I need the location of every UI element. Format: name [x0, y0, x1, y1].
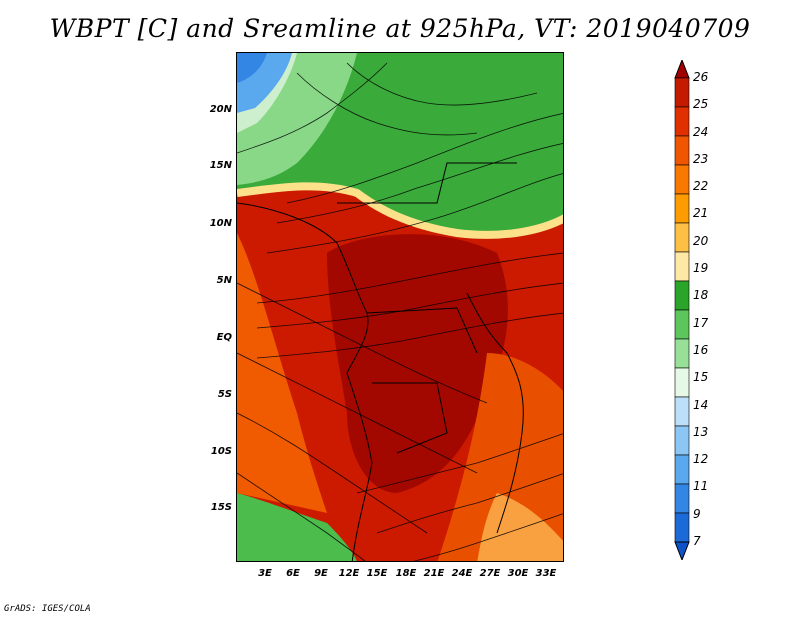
colorbar-label: 21	[693, 206, 709, 221]
colorbar-segment	[674, 367, 690, 398]
colorbar-segment	[674, 251, 690, 282]
colorbar-label: 22	[693, 179, 709, 194]
wbpt-blue-dark-region	[237, 53, 267, 83]
chart-title: WBPT [C] and Sreamline at 925hPa, VT: 20…	[49, 14, 751, 43]
x-tick-24e: 24E	[451, 568, 473, 579]
colorbar	[674, 60, 690, 560]
colorbar-label: 7	[693, 534, 701, 548]
y-tick-eq: EQ	[216, 332, 232, 343]
map-field	[237, 53, 563, 561]
x-tick-3e: 3E	[258, 568, 272, 579]
boundaries	[237, 162, 524, 561]
colorbar-label: 17	[693, 315, 709, 330]
x-tick-15e: 15E	[366, 568, 388, 579]
x-tick-6e: 6E	[286, 568, 300, 579]
colorbar-segment	[674, 512, 690, 543]
colorbar-label: 20	[693, 233, 709, 248]
colorbar-segment	[674, 309, 690, 340]
y-tick-10s: 10S	[210, 446, 232, 457]
colorbar-label: 11	[693, 479, 709, 494]
x-tick-27e: 27E	[479, 568, 501, 579]
colorbar-label: 12	[693, 452, 709, 467]
x-tick-9e: 9E	[314, 568, 328, 579]
colorbar-bottom-arrow	[674, 541, 690, 560]
colorbar-label: 25	[693, 97, 709, 112]
colorbar-segment	[674, 77, 690, 108]
x-tick-33e: 33E	[535, 568, 557, 579]
wbpt-se-orange-region	[437, 353, 563, 561]
wbpt-boundary-band	[237, 182, 563, 239]
y-tick-10n: 10N	[209, 218, 232, 229]
colorbar-label: 16	[693, 342, 709, 357]
colorbar-segment	[674, 164, 690, 195]
colorbar-segment	[674, 193, 690, 224]
x-tick-30e: 30E	[507, 568, 529, 579]
wbpt-sw-orange-region	[237, 233, 327, 513]
colorbar-segment	[674, 483, 690, 514]
colorbar-segment	[674, 222, 690, 253]
wbpt-south-green-region	[237, 493, 357, 561]
y-tick-5s: 5S	[217, 389, 232, 400]
y-tick-20n: 20N	[209, 104, 232, 115]
colorbar-label: 19	[693, 261, 709, 276]
colorbar-label: 9	[693, 506, 701, 521]
y-tick-5n: 5N	[216, 275, 232, 286]
colorbar-label: 15	[693, 370, 709, 385]
colorbar-segment	[674, 280, 690, 311]
colorbar-label: 24	[693, 124, 709, 139]
colorbar-label: 26	[693, 70, 709, 84]
colorbar-label: 14	[693, 397, 709, 412]
streamlines	[237, 62, 563, 561]
grads-credit: GrADS: IGES/COLA	[4, 604, 91, 614]
x-tick-12e: 12E	[338, 568, 360, 579]
x-tick-21e: 21E	[423, 568, 445, 579]
wbpt-se-light-region	[477, 493, 563, 561]
colorbar-segment	[674, 396, 690, 427]
colorbar-top-arrow	[674, 60, 690, 79]
colorbar-label: 18	[693, 288, 709, 303]
map-plot	[236, 52, 564, 562]
y-tick-15s: 15S	[210, 502, 232, 513]
colorbar-segment	[674, 135, 690, 166]
colorbar-segment	[674, 425, 690, 456]
colorbar-label: 23	[693, 151, 709, 166]
x-tick-18e: 18E	[395, 568, 417, 579]
colorbar-label: 13	[693, 424, 709, 439]
colorbar-segment	[674, 454, 690, 485]
colorbar-segment	[674, 338, 690, 369]
colorbar-segment	[674, 106, 690, 137]
y-tick-15n: 15N	[209, 160, 232, 171]
